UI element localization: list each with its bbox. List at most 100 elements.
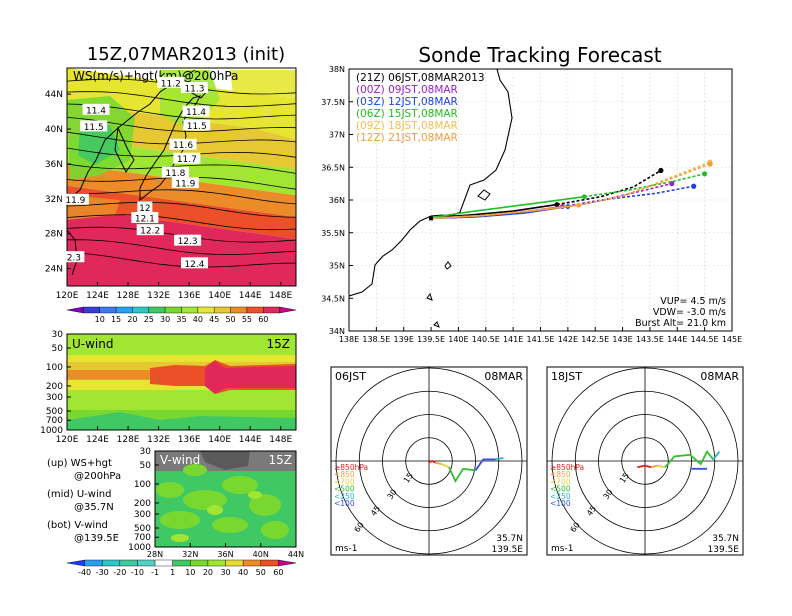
v-patch — [248, 491, 262, 499]
wind-colorbar-swatch — [66, 559, 85, 567]
ws-map-lon-tick: 144E — [239, 291, 262, 301]
contour-label-bg — [63, 251, 85, 263]
track-burst-point — [581, 194, 587, 200]
u-lon-tick: 148E — [269, 435, 292, 445]
ws-band — [67, 207, 296, 286]
hodograph-lon: 139.5E — [708, 545, 740, 555]
v-wind-field — [155, 451, 296, 547]
track-end-point — [658, 167, 664, 174]
contour-label: 12.1 — [135, 214, 155, 224]
track-lat-tick: 35N — [329, 262, 345, 271]
contour-label-bg — [131, 211, 159, 223]
track-param: Burst Alt= 21.0 km — [635, 318, 726, 329]
wind-colorbar-label: 30 — [220, 568, 230, 577]
ws-colorbar-swatch — [164, 306, 182, 314]
ws-colorbar-swatch — [132, 306, 149, 314]
ws-colorbar-label: 20 — [127, 315, 137, 324]
ws-colorbar-label: 25 — [144, 315, 154, 324]
hodograph-units: ms-1 — [551, 544, 573, 554]
hgt-contour — [67, 91, 296, 107]
track-lat-tick: 36N — [329, 196, 345, 205]
track-lon-tick: 145E — [722, 335, 742, 344]
v-patch — [183, 464, 207, 476]
contour-label: 2.3 — [67, 254, 81, 264]
track-series-solid — [431, 204, 579, 220]
u-p-tick: 700 — [46, 416, 63, 426]
wind-colorbar-swatch — [260, 559, 279, 567]
contour-label: 11.9 — [65, 196, 85, 206]
v-patch — [212, 517, 248, 533]
v-patch — [249, 494, 281, 516]
wind-colorbar: -40 -30 -20 -10 -1 1 10 20 30 40 50 60 — [66, 559, 297, 577]
contour-label: 11.4 — [86, 106, 106, 116]
u-p-tick: 200 — [46, 382, 63, 392]
track-lon-tick: 142E — [558, 335, 578, 344]
contour-label-bg — [174, 234, 202, 246]
v-lat-tick: 36N — [217, 550, 233, 559]
v-lat-tick: 40N — [253, 550, 269, 559]
hodograph-lat: 35.7N — [712, 534, 739, 544]
ws-map-lon-tick: 148E — [269, 291, 292, 301]
contour-label-bg — [80, 120, 108, 132]
track-lat-tick: 36.5N — [321, 163, 345, 172]
contour-label: 11.2 — [161, 79, 181, 89]
v-p-tick: 500 — [134, 524, 151, 534]
wind-colorbar-label: 20 — [203, 568, 213, 577]
hodograph-level-label: <700 — [550, 477, 571, 486]
china-coast — [67, 229, 78, 276]
panel-legend-line: (bot) V-wind — [47, 520, 108, 531]
panel-legend-line: (mid) U-wind — [47, 489, 111, 500]
ws-colorbar-swatch — [115, 306, 133, 314]
ws-colorbar-swatch — [197, 306, 215, 314]
v-p-tick: 50 — [140, 461, 152, 471]
ws-map-label: WS(m/s)+hgt(km)@200hPa — [73, 69, 238, 83]
track-lon-tick: 141.5E — [527, 335, 555, 344]
ws-map-lat-tick: 40N — [45, 125, 63, 135]
wind-colorbar-swatch — [172, 559, 191, 567]
ws-map-ticks: 44N 40N 36N 32N 28N 24N 120E 124E 128E 132E 136E 14… — [45, 90, 293, 301]
contour-label-bg — [183, 119, 211, 131]
wind-colorbar-label: -10 — [131, 568, 144, 577]
u-p-tick: 500 — [46, 407, 63, 417]
contour-label-bg — [82, 103, 110, 115]
panel-legend-line: @35.7N — [74, 502, 114, 513]
hodograph-trace — [495, 457, 504, 461]
ws-colorbar-swatch — [66, 306, 84, 314]
ws-colorbar-swatch — [99, 306, 117, 314]
track-lon-tick: 140.5E — [472, 335, 500, 344]
u-lon-tick: 120E — [56, 435, 79, 445]
ws-map-lon-tick: 132E — [147, 291, 170, 301]
u-p-tick: 1000 — [40, 426, 63, 436]
hgt-contour — [67, 214, 296, 231]
v-patch — [160, 511, 200, 529]
hodograph-trace — [474, 458, 496, 471]
track-lat-tick: 34N — [329, 327, 345, 336]
track-map-bg — [349, 69, 732, 331]
left-title: 15Z,07MAR2013 (init) — [87, 44, 285, 65]
ws-colorbar: 10 15 20 25 30 35 40 45 50 55 60 — [66, 306, 297, 324]
u-wind-time: 15Z — [267, 337, 291, 351]
contour-label-bg — [137, 201, 153, 213]
v-patch — [207, 505, 223, 515]
wind-colorbar-swatch — [207, 559, 226, 567]
v-p-tick: 300 — [134, 510, 151, 520]
contour-label: 11.3 — [184, 85, 204, 95]
track-series-solid — [431, 203, 558, 219]
ws-colorbar-swatch — [279, 306, 297, 314]
track-series-dashed — [584, 173, 705, 198]
u-wind-label: U-wind — [72, 337, 113, 351]
contour-label: 11.5 — [187, 122, 207, 132]
hodograph-time: 18JST — [551, 370, 582, 383]
ws-patch — [230, 70, 296, 140]
contour-label: 11.4 — [186, 108, 206, 118]
ws-colorbar-label: 40 — [193, 315, 203, 324]
track-series-dashed — [556, 169, 662, 206]
hodograph-level-label: <250 — [334, 492, 355, 501]
track-lon-tick: 139.5E — [417, 335, 445, 344]
ws-map-lat-tick: 32N — [45, 195, 63, 205]
contour-label-bg — [171, 177, 199, 189]
hodograph-date: 08MAR — [700, 370, 739, 383]
